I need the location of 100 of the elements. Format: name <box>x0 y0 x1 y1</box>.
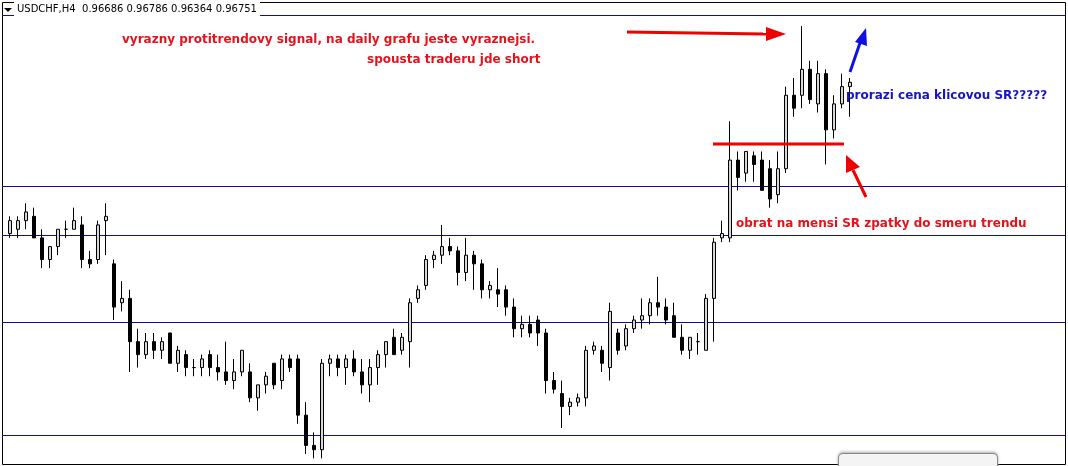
candlestick <box>656 276 660 317</box>
candlestick <box>24 202 28 230</box>
candlestick <box>304 401 308 455</box>
candlestick <box>256 384 260 412</box>
candlestick <box>328 354 332 377</box>
candlestick <box>552 371 556 395</box>
candlestick <box>728 120 732 243</box>
candlestick <box>480 259 484 299</box>
candlestick <box>8 215 12 239</box>
candlestick <box>408 297 412 369</box>
candlestick <box>224 341 228 386</box>
candlestick <box>120 280 124 312</box>
candlestick <box>576 393 580 407</box>
candlestick <box>40 228 44 269</box>
candlestick <box>152 332 156 360</box>
candlestick <box>440 224 444 265</box>
candlestick <box>96 220 100 265</box>
candlestick <box>320 358 324 459</box>
candlestick <box>600 345 604 373</box>
candlestick <box>424 254 428 291</box>
candlestick <box>200 354 204 377</box>
candlestick <box>584 345 588 407</box>
candlestick <box>232 358 236 390</box>
candlestick <box>400 332 404 356</box>
candlestick <box>264 371 268 395</box>
candlestick <box>496 267 500 308</box>
candlestick <box>248 362 252 403</box>
candlestick <box>528 315 532 338</box>
candlestick <box>80 215 84 269</box>
candlestick <box>624 323 628 351</box>
candlestick <box>544 328 548 395</box>
candlestick <box>800 25 804 109</box>
candlestick <box>672 302 676 338</box>
candlestick <box>704 293 708 351</box>
annotation: obrat na mensi SR zpatky do smeru trendu <box>736 216 1027 230</box>
candlestick <box>112 259 116 321</box>
candlestick <box>664 297 668 325</box>
annotation: vyrazny protitrendovy signal, na daily grafu jeste vyraznejsi. <box>122 32 536 46</box>
candlestick <box>352 349 356 377</box>
candlestick <box>312 431 316 459</box>
candlestick <box>568 397 572 416</box>
candlestick <box>240 349 244 377</box>
candlestick <box>696 332 700 356</box>
candlestick <box>136 328 140 369</box>
candlestick <box>536 315 540 347</box>
candlestick <box>376 349 380 386</box>
candlestick <box>368 358 372 403</box>
candlestick <box>744 150 748 183</box>
candlestick <box>488 280 492 299</box>
candlestick <box>64 220 68 239</box>
candlestick <box>648 297 652 325</box>
candlestick <box>48 246 52 269</box>
candlestick <box>88 250 92 269</box>
candlestick <box>192 358 196 377</box>
candlestick <box>760 150 764 191</box>
candlestick <box>688 336 692 360</box>
candlestick <box>712 237 716 343</box>
candlestick <box>144 332 148 360</box>
candlestick <box>104 202 108 256</box>
candlestick <box>216 354 220 382</box>
candlestick <box>280 354 284 390</box>
candlestick <box>616 328 620 356</box>
annotation: spousta traderu jde short <box>367 52 541 66</box>
candlestick <box>784 86 788 174</box>
candlestick <box>384 341 388 369</box>
candlestick <box>56 228 60 256</box>
candlestick <box>640 297 644 330</box>
candlestick <box>168 332 172 364</box>
candlestick <box>128 289 132 373</box>
candlestick <box>416 284 420 304</box>
candlestick <box>456 246 460 286</box>
candlestick <box>792 77 796 118</box>
candlestick <box>272 362 276 390</box>
chart-title: USDCHF,H4 0.96686 0.96786 0.96364 0.96751 <box>17 2 257 14</box>
candlestick <box>32 207 36 239</box>
candlestick <box>392 328 396 356</box>
candlestick <box>632 315 636 334</box>
candlestick <box>736 150 740 191</box>
candlestick <box>808 60 812 105</box>
candlestick <box>768 159 772 209</box>
candlestick <box>472 250 476 291</box>
candlestick <box>464 237 468 282</box>
candlestick <box>176 345 180 373</box>
candlestick <box>72 207 76 230</box>
candlestick <box>680 323 684 356</box>
candlestick <box>520 315 524 338</box>
candlestick <box>776 150 780 204</box>
candlestick <box>432 250 436 269</box>
candlestick <box>296 354 300 425</box>
candlestick <box>16 215 20 239</box>
candlestick <box>816 60 820 114</box>
candlestick <box>752 150 756 183</box>
candlestick <box>448 237 452 256</box>
candlestick <box>832 94 836 139</box>
candlestick <box>288 354 292 373</box>
candlestick <box>840 73 844 109</box>
candlestick <box>592 341 596 356</box>
candlestick <box>208 349 212 377</box>
candlestick <box>824 68 828 165</box>
candlestick <box>560 380 564 429</box>
